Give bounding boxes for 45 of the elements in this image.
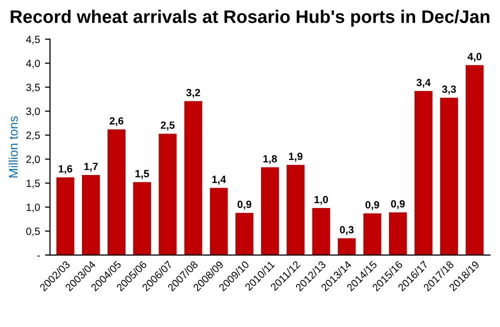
- data-label: 1,0: [314, 196, 328, 205]
- bar: [338, 238, 356, 256]
- chart-title: Record wheat arrivals at Rosario Hub's ports in Dec/Jan: [10, 10, 490, 27]
- y-tick-label: 2,0: [26, 156, 40, 164]
- bar: [286, 164, 305, 256]
- bar: [312, 208, 330, 256]
- data-label: 0,9: [366, 201, 380, 210]
- bar: [184, 101, 202, 256]
- y-tick-label: 3,5: [26, 84, 40, 92]
- bar: [440, 98, 458, 256]
- y-tick-label: 2,5: [26, 132, 40, 140]
- data-label: 0,9: [238, 200, 252, 210]
- data-label: 1,8: [263, 155, 277, 164]
- y-tick-label: 1,5: [26, 180, 40, 188]
- y-tick-label: 0,5: [26, 228, 40, 236]
- y-tick-label: 1,0: [26, 204, 40, 212]
- data-label: 4,0: [468, 52, 482, 62]
- data-label: 2,5: [160, 122, 175, 130]
- data-label: 2,6: [110, 117, 124, 126]
- data-label: 1,7: [84, 162, 98, 172]
- bar: [158, 134, 177, 256]
- y-tick-label: 4,5: [26, 36, 40, 44]
- y-tick-label: 4,0: [26, 60, 40, 68]
- data-label: 3,4: [416, 78, 431, 88]
- data-label: 3,2: [186, 88, 200, 98]
- bar: [235, 212, 254, 256]
- y-axis-title: Million tons: [8, 116, 18, 178]
- data-label: 1,4: [212, 176, 226, 185]
- bar: [133, 182, 152, 256]
- bar: [56, 177, 74, 256]
- data-label: 1,6: [58, 165, 72, 174]
- y-tick-label: 3,0: [26, 108, 40, 116]
- bar: [82, 174, 100, 256]
- data-label: 1,5: [136, 170, 150, 179]
- bar: [210, 188, 228, 256]
- bar: [261, 167, 279, 256]
- data-label: 1,9: [289, 152, 302, 162]
- bar: [414, 91, 432, 256]
- bar: [388, 212, 407, 256]
- bar: [466, 65, 484, 256]
- bar: [363, 213, 382, 256]
- data-label: 0,3: [340, 226, 354, 235]
- bar: [108, 129, 126, 256]
- data-label: 3,3: [442, 86, 456, 94]
- data-label: 0,9: [391, 200, 405, 210]
